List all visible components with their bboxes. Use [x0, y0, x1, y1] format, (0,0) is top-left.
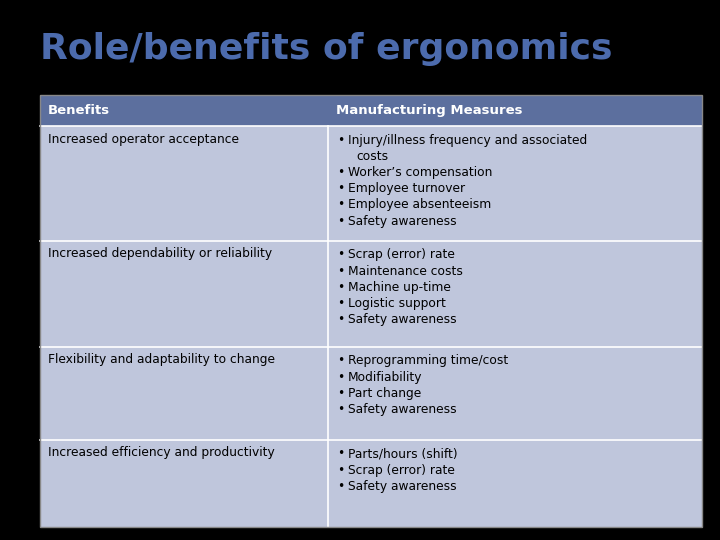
Text: Reprogramming time/cost: Reprogramming time/cost [348, 354, 508, 367]
Text: •: • [337, 313, 344, 326]
Text: Increased efficiency and productivity: Increased efficiency and productivity [48, 447, 275, 460]
Bar [40, 126, 702, 241]
Text: Parts/hours (shift): Parts/hours (shift) [348, 448, 457, 461]
Text: •: • [337, 403, 344, 416]
Text: •: • [337, 387, 344, 400]
Text: Employee absenteeism: Employee absenteeism [348, 198, 491, 211]
Bar [40, 241, 702, 347]
Text: Injury/illness frequency and associated: Injury/illness frequency and associated [348, 133, 587, 146]
Text: Benefits: Benefits [48, 104, 110, 117]
Text: Safety awareness: Safety awareness [348, 480, 456, 493]
Text: •: • [337, 166, 344, 179]
Text: Increased operator acceptance: Increased operator acceptance [48, 132, 239, 145]
Text: Machine up-time: Machine up-time [348, 281, 451, 294]
Text: •: • [337, 133, 344, 146]
Text: •: • [337, 281, 344, 294]
Text: •: • [337, 480, 344, 493]
Text: Manufacturing Measures: Manufacturing Measures [336, 104, 523, 117]
Text: •: • [337, 182, 344, 195]
Text: Safety awareness: Safety awareness [348, 313, 456, 326]
Text: Flexibility and adaptability to change: Flexibility and adaptability to change [48, 353, 275, 366]
Text: •: • [337, 464, 344, 477]
Bar [40, 94, 702, 526]
Text: •: • [337, 198, 344, 211]
Text: Safety awareness: Safety awareness [348, 403, 456, 416]
Text: •: • [337, 248, 344, 261]
Text: Scrap (error) rate: Scrap (error) rate [348, 248, 455, 261]
Text: •: • [337, 370, 344, 383]
Text: •: • [337, 354, 344, 367]
Bar [40, 440, 702, 526]
Bar [40, 347, 702, 440]
Text: Scrap (error) rate: Scrap (error) rate [348, 464, 455, 477]
Text: costs: costs [356, 150, 389, 163]
Text: Worker’s compensation: Worker’s compensation [348, 166, 492, 179]
Text: •: • [337, 265, 344, 278]
Text: Logistic support: Logistic support [348, 297, 446, 310]
Text: Role/benefits of ergonomics: Role/benefits of ergonomics [40, 32, 612, 66]
Text: Safety awareness: Safety awareness [348, 214, 456, 227]
Text: Increased dependability or reliability: Increased dependability or reliability [48, 247, 272, 260]
Text: •: • [337, 297, 344, 310]
Text: •: • [337, 214, 344, 227]
Text: Employee turnover: Employee turnover [348, 182, 465, 195]
Bar [40, 94, 702, 126]
Text: •: • [337, 448, 344, 461]
Text: Part change: Part change [348, 387, 421, 400]
Text: Modifiability: Modifiability [348, 370, 423, 383]
Text: Maintenance costs: Maintenance costs [348, 265, 463, 278]
